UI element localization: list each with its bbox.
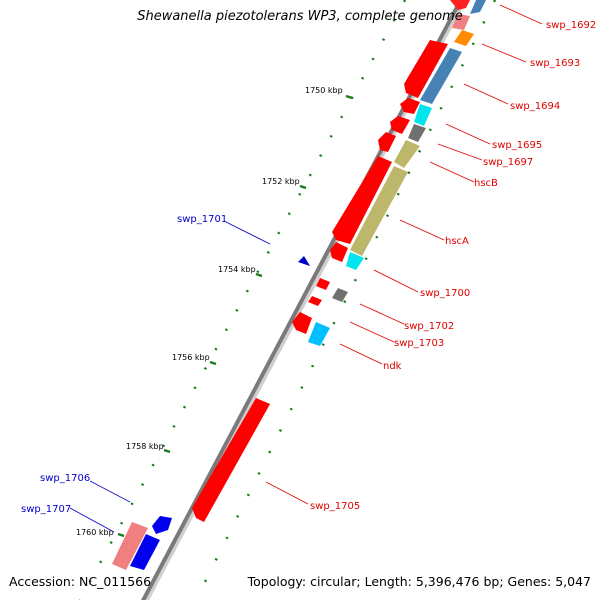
label-swp-1705[interactable]: swp_1705 — [310, 501, 360, 512]
label-swp-1701[interactable]: swp_1701 — [177, 214, 227, 225]
tick-label-1750: 1750 kbp — [305, 86, 343, 95]
label-swp-1694[interactable]: swp_1694 — [510, 101, 560, 112]
gene-orange-1693[interactable] — [454, 30, 474, 46]
tick-label-1754: 1754 kbp — [218, 265, 256, 274]
tick-1754 — [255, 272, 263, 278]
tick-label-1756: 1756 kbp — [172, 353, 210, 362]
label-swp-1702[interactable]: swp_1702 — [404, 321, 454, 332]
label-swp-1697[interactable]: swp_1697 — [483, 157, 533, 168]
gene-swp-1705[interactable] — [192, 398, 270, 522]
tick-1752 — [299, 184, 307, 190]
label-swp-1700[interactable]: swp_1700 — [420, 288, 470, 299]
gene-swp-1701[interactable] — [298, 256, 310, 266]
tick-marks — [117, 94, 353, 538]
label-hscA[interactable]: hscA — [445, 236, 469, 247]
gene-red-e[interactable] — [316, 278, 330, 290]
gene-swp-1692[interactable] — [450, 0, 470, 10]
accession-text: Accession: NC_011566 — [9, 574, 152, 589]
gene-gray-1702[interactable] — [332, 288, 348, 302]
label-hscB[interactable]: hscB — [474, 178, 498, 189]
gene-swp-1706[interactable] — [152, 516, 172, 534]
gene-red-g[interactable] — [292, 312, 312, 334]
tick-label-1758: 1758 kbp — [126, 442, 164, 451]
gene-red-1693[interactable] — [404, 40, 448, 98]
tick-1758 — [163, 448, 171, 454]
label-swp-1706[interactable]: swp_1706 — [40, 473, 90, 484]
gene-steelblue-top[interactable] — [470, 0, 486, 14]
gene-red-d[interactable] — [330, 242, 348, 262]
gene-pink[interactable] — [112, 522, 148, 570]
gene-cyan-1700[interactable] — [346, 252, 364, 270]
tick-label-1760: 1760 kbp — [76, 528, 114, 537]
gene-khaki-hscB[interactable] — [394, 140, 420, 168]
tick-1750 — [345, 94, 353, 100]
tick-label-1752: 1752 kbp — [262, 177, 300, 186]
gene-khaki-hscA[interactable] — [350, 166, 408, 256]
topology-text: Topology: circular; Length: 5,396,476 bp… — [247, 574, 591, 589]
tick-1756 — [209, 360, 217, 366]
gene-red-f[interactable] — [308, 296, 322, 306]
gene-pink-1692b[interactable] — [452, 14, 470, 30]
gene-gray-1697[interactable] — [408, 124, 426, 142]
map-title: Shewanella piezotolerans WP3, complete g… — [137, 9, 463, 24]
gene-steelblue-1694[interactable] — [420, 48, 462, 104]
tick-1760 — [117, 532, 125, 538]
label-swp-1703[interactable]: swp_1703 — [394, 338, 444, 349]
label-swp-1695[interactable]: swp_1695 — [492, 140, 542, 151]
label-swp-1693[interactable]: swp_1693 — [530, 58, 580, 69]
gene-cyan-1695[interactable] — [414, 104, 432, 126]
gene-red-b[interactable] — [390, 116, 410, 134]
gene-red-a[interactable] — [400, 98, 420, 114]
gene-red-c[interactable] — [378, 132, 396, 152]
label-swp-1692[interactable]: swp_1692 — [546, 20, 596, 31]
gene-swp-1707[interactable] — [130, 534, 160, 570]
leader-lines — [69, 4, 543, 533]
gene-cyan-1703[interactable] — [308, 322, 330, 346]
gene-red-long-1[interactable] — [332, 156, 392, 244]
label-swp-1707[interactable]: swp_1707 — [21, 504, 71, 515]
label-ndk[interactable]: ndk — [383, 361, 402, 372]
